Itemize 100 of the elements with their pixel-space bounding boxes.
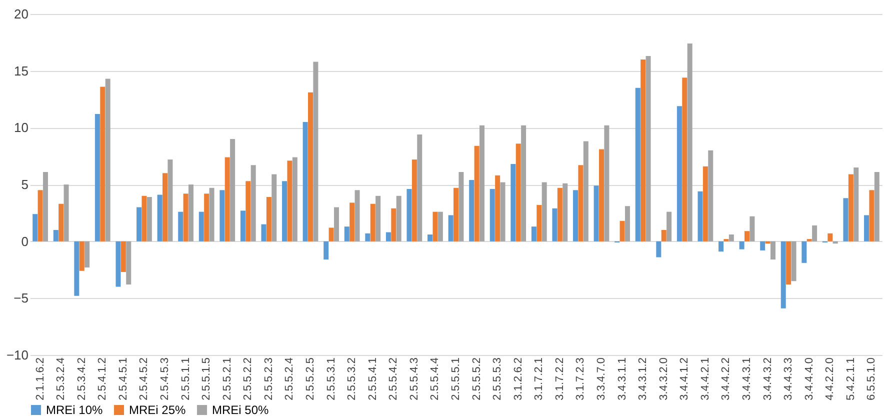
bar bbox=[250, 165, 256, 242]
legend-label: MREi 25% bbox=[129, 403, 186, 417]
legend-label: MREi 50% bbox=[212, 403, 270, 417]
bar bbox=[599, 149, 604, 242]
x-tick-label: 3.4.4.2.2 bbox=[720, 358, 732, 400]
bar bbox=[770, 241, 776, 260]
x-tick-label: 4.4.2.2.0 bbox=[824, 358, 836, 400]
bar bbox=[552, 208, 558, 242]
bar bbox=[583, 141, 588, 242]
x-tick-label: 2.5.5.2.2 bbox=[242, 358, 254, 400]
bar bbox=[417, 134, 422, 242]
y-tick-label: −10 bbox=[6, 348, 28, 362]
bar bbox=[324, 241, 329, 260]
x-tick-label: 2.5.5.4.1 bbox=[366, 358, 379, 400]
bar bbox=[292, 157, 298, 242]
bar bbox=[562, 183, 568, 242]
bar bbox=[474, 146, 480, 242]
x-tick-label: 2.5.5.1.1 bbox=[180, 358, 192, 400]
x-tick-label: 2.5.5.1.5 bbox=[200, 358, 213, 400]
bar bbox=[105, 78, 110, 242]
bar bbox=[74, 241, 80, 296]
bar bbox=[146, 197, 152, 242]
bar bbox=[786, 241, 792, 285]
bar bbox=[500, 182, 506, 242]
bar bbox=[531, 226, 536, 242]
x-tick-label: 2.5.5.5.1 bbox=[450, 358, 462, 400]
bar bbox=[162, 173, 168, 242]
bar bbox=[490, 189, 495, 242]
bar bbox=[702, 166, 708, 242]
bar bbox=[376, 196, 381, 242]
bar bbox=[791, 241, 796, 282]
bar bbox=[635, 88, 640, 242]
bar bbox=[188, 184, 194, 242]
bar bbox=[79, 241, 84, 271]
x-tick-label: 3.4.4.3.3 bbox=[782, 358, 795, 400]
bar bbox=[120, 241, 126, 272]
x-tick-label: 6.5.5.1.0 bbox=[866, 358, 878, 400]
bar bbox=[521, 125, 526, 242]
bar bbox=[828, 233, 833, 242]
bar bbox=[448, 215, 454, 242]
bar bbox=[728, 234, 734, 242]
bar bbox=[760, 241, 766, 250]
bar bbox=[744, 231, 750, 242]
bar bbox=[116, 241, 121, 287]
bar bbox=[594, 186, 599, 242]
bar bbox=[198, 212, 204, 242]
bar bbox=[536, 204, 542, 242]
y-tick-label: 20 bbox=[14, 6, 28, 22]
bar bbox=[495, 175, 500, 242]
bar bbox=[848, 174, 854, 242]
bar bbox=[802, 241, 807, 263]
bar bbox=[687, 44, 692, 242]
bar bbox=[656, 241, 662, 258]
bar bbox=[282, 181, 288, 242]
x-tick-label: 3.4.3.2.0 bbox=[658, 358, 670, 400]
bar bbox=[261, 224, 266, 242]
bar bbox=[204, 194, 210, 242]
bar bbox=[718, 241, 724, 252]
bar bbox=[136, 207, 142, 242]
y-tick-label: 15 bbox=[14, 63, 28, 78]
x-tick-label: 2.5.5.5.3 bbox=[492, 358, 504, 400]
bar bbox=[604, 125, 610, 242]
x-tick-label: 2.5.4.5.3 bbox=[159, 358, 171, 400]
bar bbox=[100, 86, 106, 242]
bar bbox=[479, 125, 484, 242]
bar bbox=[391, 208, 396, 242]
bar bbox=[386, 232, 391, 242]
x-tick-label: 2.5.5.4.3 bbox=[408, 358, 420, 400]
bar bbox=[510, 164, 516, 242]
x-tick-label: 2.5.5.2.5 bbox=[304, 358, 316, 400]
bar bbox=[661, 230, 666, 242]
bar bbox=[178, 212, 184, 242]
bar bbox=[843, 198, 848, 242]
bar bbox=[308, 92, 313, 242]
bar bbox=[542, 182, 547, 242]
bar bbox=[157, 194, 162, 242]
bar bbox=[676, 106, 682, 242]
x-tick-label: 2.5.4.5.2 bbox=[138, 358, 150, 400]
x-tick-label: 3.4.3.1.1 bbox=[616, 358, 628, 400]
x-tick-label: 2.5.4.5.1 bbox=[117, 358, 130, 400]
x-tick-label: 3.4.4.3.2 bbox=[762, 358, 774, 400]
x-tick-label: 2.1.1.6.2 bbox=[34, 358, 46, 400]
bar bbox=[126, 241, 132, 285]
y-tick-label: 5 bbox=[21, 177, 28, 192]
bar bbox=[874, 172, 880, 242]
bar bbox=[646, 56, 651, 242]
bar bbox=[708, 150, 714, 242]
x-tick-label: 3.4.4.1.2 bbox=[678, 358, 691, 400]
bar bbox=[454, 188, 458, 242]
bar bbox=[183, 194, 188, 242]
bar bbox=[573, 190, 578, 242]
bar bbox=[666, 212, 672, 242]
bar bbox=[350, 202, 355, 242]
bar bbox=[334, 207, 339, 242]
bar bbox=[365, 233, 370, 242]
bar bbox=[370, 204, 376, 242]
x-tick-label: 3.1.7.2.2 bbox=[554, 358, 566, 400]
bar bbox=[698, 191, 703, 242]
y-tick-label: 0 bbox=[21, 234, 28, 249]
bar bbox=[53, 230, 58, 242]
